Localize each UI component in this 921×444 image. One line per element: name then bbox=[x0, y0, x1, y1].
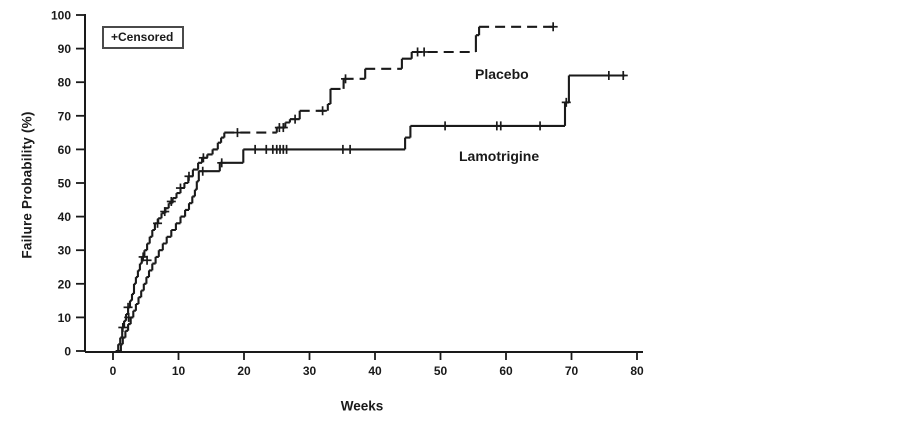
y-tick-label: 60 bbox=[58, 143, 72, 157]
x-tick-label: 10 bbox=[172, 364, 186, 378]
tick-marks bbox=[76, 14, 638, 360]
step-risers bbox=[117, 26, 481, 351]
y-tick-label: 80 bbox=[58, 76, 72, 90]
x-tick-label: 0 bbox=[110, 364, 117, 378]
lamotrigine-curve bbox=[118, 74, 626, 353]
censored-legend-label: +Censored bbox=[111, 30, 174, 44]
y-tick-label: 20 bbox=[58, 277, 72, 291]
y-tick-label: 100 bbox=[51, 9, 71, 23]
x-tick-label: 80 bbox=[630, 364, 644, 378]
x-tick-label: 70 bbox=[565, 364, 579, 378]
placebo-series-label: Placebo bbox=[475, 66, 529, 82]
x-tick-label: 40 bbox=[368, 364, 382, 378]
axes bbox=[84, 14, 643, 353]
x-tick-label: 60 bbox=[499, 364, 513, 378]
y-tick-label: 90 bbox=[58, 42, 72, 56]
y-axis-title: Failure Probability (%) bbox=[19, 111, 35, 259]
censored-legend-box: +Censored bbox=[102, 26, 185, 49]
y-tick-label: 70 bbox=[58, 109, 72, 123]
x-tick-label: 30 bbox=[303, 364, 317, 378]
lamotrigine-series-label: Lamotrigine bbox=[459, 148, 540, 164]
lamotrigine-censor-marks bbox=[124, 70, 628, 322]
x-tick-label: 50 bbox=[434, 364, 448, 378]
y-tick-label: 40 bbox=[58, 210, 72, 224]
x-tick-label: 20 bbox=[237, 364, 251, 378]
y-tick-label: 10 bbox=[58, 311, 72, 325]
solid-steps bbox=[118, 74, 626, 353]
y-tick-label: 0 bbox=[64, 345, 71, 359]
x-axis-title: Weeks bbox=[340, 398, 384, 414]
y-tick-label: 50 bbox=[58, 177, 72, 191]
placebo-censor-marks bbox=[118, 22, 558, 332]
tick-labels: 0 10 20 30 40 50 60 70 80 90 100 0 10 20 30 40 50 60 70 80 bbox=[51, 9, 644, 379]
y-tick-label: 30 bbox=[58, 244, 72, 258]
